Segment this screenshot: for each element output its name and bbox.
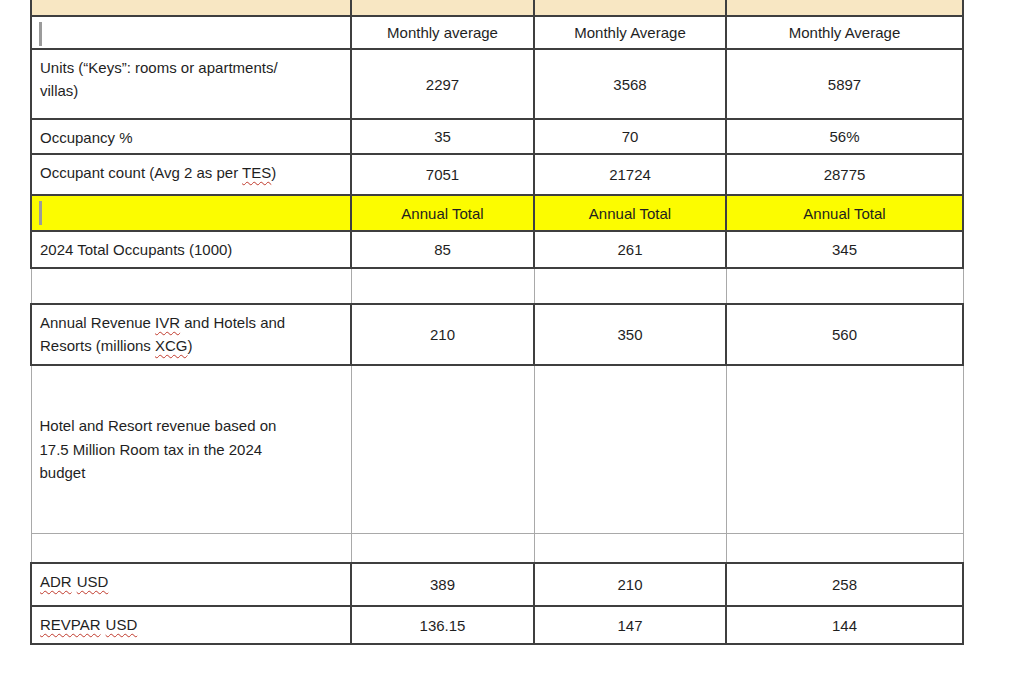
table-row: REVPAR USD 136.15 147 144 [31, 606, 963, 644]
revpar-value-cell[interactable]: 136.15 [351, 606, 534, 644]
table-row [31, 533, 963, 563]
header-band-cell[interactable] [534, 0, 726, 16]
occupants-value-cell[interactable]: 21724 [534, 154, 726, 195]
spacer-cell[interactable] [534, 268, 726, 304]
header-band-cell[interactable] [31, 0, 351, 16]
occupants-label-misspelled-word: TES [242, 164, 271, 181]
text-cursor [39, 22, 42, 46]
revpar-label-word2: USD [106, 616, 138, 633]
occupancy-label-cell[interactable]: Occupancy % [31, 119, 351, 154]
header-band-cell[interactable] [726, 0, 963, 16]
header-band-cell[interactable] [351, 0, 534, 16]
occupants-label-suffix: ) [271, 164, 276, 181]
occupancy-value-cell[interactable]: 56% [726, 119, 963, 154]
empty-cell[interactable] [726, 365, 963, 533]
units-value-cell[interactable]: 5897 [726, 49, 963, 119]
units-label-line1: Units (“Keys”: rooms or apartments/ [40, 59, 278, 76]
annual-band-cell[interactable]: Annual Total [351, 195, 534, 231]
revenue-label-misspelled-word-2: XCG [155, 337, 188, 354]
room-tax-note-line2: 17.5 Million Room tax in the 2024 [40, 441, 263, 458]
revpar-value-cell[interactable]: 144 [726, 606, 963, 644]
revenue-label-part3: Resorts (millions [40, 337, 155, 354]
adr-label-cell[interactable]: ADR USD [31, 563, 351, 606]
adr-value-cell[interactable]: 258 [726, 563, 963, 606]
spacer-cell[interactable] [726, 533, 963, 563]
spacer-cell[interactable] [351, 533, 534, 563]
revenue-label-part1: Annual Revenue [40, 314, 155, 331]
avg-header-cell[interactable]: Monthly Average [726, 16, 963, 49]
table-row: Hotel and Resort revenue based on 17.5 M… [31, 365, 963, 533]
total-occupants-value-cell[interactable]: 85 [351, 231, 534, 268]
table-row: Units (“Keys”: rooms or apartments/ vill… [31, 49, 963, 119]
avg-header-cell[interactable]: Monthly average [351, 16, 534, 49]
total-occupants-label-cell[interactable]: 2024 Total Occupants (1000) [31, 231, 351, 268]
table-row: Annual Total Annual Total Annual Total [31, 195, 963, 231]
empty-cell[interactable] [534, 365, 726, 533]
revenue-value-cell[interactable]: 350 [534, 304, 726, 365]
hotel-budget-table: Monthly average Monthly Average Monthly … [30, 0, 964, 645]
annual-band-cell[interactable]: Annual Total [726, 195, 963, 231]
occupants-value-cell[interactable]: 7051 [351, 154, 534, 195]
table-row: Annual Revenue IVR and Hotels and Resort… [31, 304, 963, 365]
adr-value-cell[interactable]: 210 [534, 563, 726, 606]
occupancy-value-cell[interactable]: 70 [534, 119, 726, 154]
revenue-label-part4: ) [188, 337, 193, 354]
total-occupants-value-cell[interactable]: 345 [726, 231, 963, 268]
text-cursor [39, 201, 42, 225]
adr-value-cell[interactable]: 389 [351, 563, 534, 606]
table-row: Occupant count (Avg 2 as per TES) 7051 2… [31, 154, 963, 195]
revpar-label-cell[interactable]: REVPAR USD [31, 606, 351, 644]
table-row [31, 268, 963, 304]
table-row [31, 0, 963, 16]
revpar-value-cell[interactable]: 147 [534, 606, 726, 644]
annual-band-cell[interactable]: Annual Total [534, 195, 726, 231]
spacer-cell[interactable] [31, 533, 351, 563]
table-row: ADR USD 389 210 258 [31, 563, 963, 606]
occupants-label-prefix: Occupant count (Avg 2 as per [40, 164, 242, 181]
empty-cell[interactable] [351, 365, 534, 533]
units-label-line2: villas) [40, 82, 78, 99]
table-row: 2024 Total Occupants (1000) 85 261 345 [31, 231, 963, 268]
avg-header-empty-cell[interactable] [31, 16, 351, 49]
occupants-value-cell[interactable]: 28775 [726, 154, 963, 195]
spacer-cell[interactable] [726, 268, 963, 304]
room-tax-note-line1: Hotel and Resort revenue based on [40, 417, 277, 434]
revpar-label-word1: REVPAR [40, 616, 101, 633]
revenue-label-cell[interactable]: Annual Revenue IVR and Hotels and Resort… [31, 304, 351, 365]
revenue-label-misspelled-word-1: IVR [155, 314, 180, 331]
table-row: Monthly average Monthly Average Monthly … [31, 16, 963, 49]
units-label-cell[interactable]: Units (“Keys”: rooms or apartments/ vill… [31, 49, 351, 119]
units-value-cell[interactable]: 2297 [351, 49, 534, 119]
table-row: Occupancy % 35 70 56% [31, 119, 963, 154]
total-occupants-value-cell[interactable]: 261 [534, 231, 726, 268]
revenue-value-cell[interactable]: 210 [351, 304, 534, 365]
occupants-label-cell[interactable]: Occupant count (Avg 2 as per TES) [31, 154, 351, 195]
spacer-cell[interactable] [534, 533, 726, 563]
avg-header-cell[interactable]: Monthly Average [534, 16, 726, 49]
adr-label-word2: USD [77, 573, 109, 590]
occupancy-value-cell[interactable]: 35 [351, 119, 534, 154]
units-value-cell[interactable]: 3568 [534, 49, 726, 119]
room-tax-note-cell[interactable]: Hotel and Resort revenue based on 17.5 M… [31, 365, 351, 533]
spacer-cell[interactable] [351, 268, 534, 304]
revenue-value-cell[interactable]: 560 [726, 304, 963, 365]
revenue-label-part2: and Hotels and [180, 314, 285, 331]
spacer-cell[interactable] [31, 268, 351, 304]
room-tax-note-line3: budget [40, 464, 86, 481]
adr-label-word1: ADR [40, 573, 72, 590]
annual-band-empty-cell[interactable] [31, 195, 351, 231]
